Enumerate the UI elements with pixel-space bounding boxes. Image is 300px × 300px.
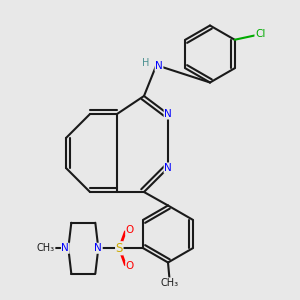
Text: H: H: [142, 58, 149, 68]
Text: Cl: Cl: [255, 29, 266, 39]
Text: N: N: [164, 163, 172, 173]
Text: S: S: [116, 242, 123, 255]
Text: CH₃: CH₃: [37, 243, 55, 253]
Text: O: O: [126, 261, 134, 271]
Text: N: N: [61, 243, 69, 253]
Text: N: N: [164, 109, 172, 119]
Text: CH₃: CH₃: [160, 278, 178, 288]
Text: N: N: [155, 61, 163, 71]
Text: N: N: [94, 243, 102, 253]
Text: O: O: [126, 225, 134, 235]
